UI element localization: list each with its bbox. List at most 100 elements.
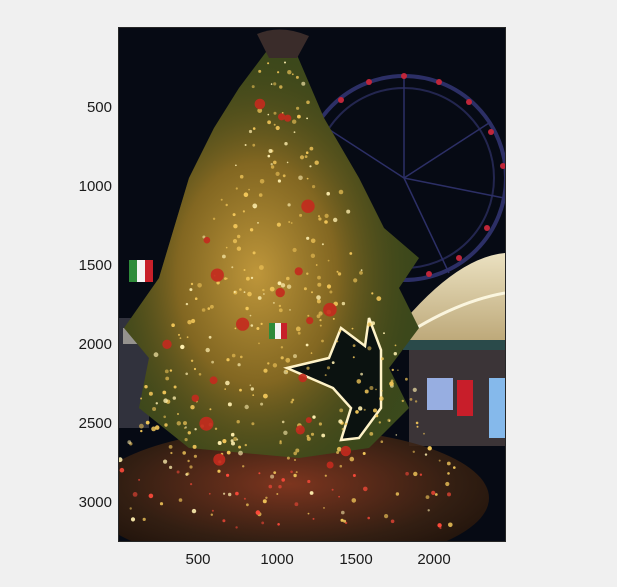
light-dot (369, 432, 374, 436)
light-dot (247, 291, 252, 297)
light-dot (267, 113, 270, 116)
light-dot (257, 296, 262, 300)
light-dot (152, 407, 157, 411)
ornament-ball (305, 417, 312, 424)
light-dot (259, 179, 265, 184)
light-dot (281, 478, 285, 482)
light-dot (233, 291, 236, 293)
light-dot (258, 472, 261, 475)
light-dot (378, 421, 381, 424)
light-dot (306, 177, 309, 180)
light-dot (338, 419, 343, 424)
light-dot (305, 343, 309, 347)
light-dot (198, 373, 202, 376)
light-dot (291, 398, 295, 402)
light-dot (405, 471, 409, 476)
light-dot (153, 352, 159, 358)
light-dot (230, 432, 235, 437)
light-dot (163, 415, 166, 419)
light-dot (248, 188, 251, 191)
light-dot (226, 358, 230, 362)
light-dot (222, 439, 227, 444)
light-dot (268, 149, 273, 153)
light-dot (238, 445, 242, 449)
ornament-ball (236, 317, 250, 331)
light-dot (352, 344, 356, 347)
light-dot (260, 322, 263, 325)
light-dot (307, 512, 310, 515)
light-dot (258, 69, 262, 73)
light-dot (304, 155, 308, 158)
x-tick-label: 1000 (260, 551, 294, 568)
light-dot (119, 467, 125, 473)
light-dot (321, 339, 324, 343)
light-dot (351, 498, 357, 503)
light-dot (258, 342, 260, 345)
light-dot (414, 400, 418, 403)
light-dot (191, 508, 197, 514)
ornament-ball (191, 394, 199, 402)
light-dot (305, 151, 309, 154)
light-dot (277, 523, 280, 526)
light-dot (270, 165, 275, 169)
light-dot (263, 293, 265, 295)
light-dot (390, 519, 395, 524)
light-dot (286, 161, 289, 164)
light-dot (333, 217, 338, 223)
light-dot (331, 361, 335, 364)
light-dot (194, 297, 198, 301)
light-dot (326, 284, 332, 289)
light-dot (178, 333, 180, 336)
light-dot (301, 81, 306, 86)
light-dot (179, 337, 182, 339)
light-dot (384, 514, 389, 519)
light-dot (341, 510, 345, 515)
light-dot (290, 400, 294, 404)
light-dot (252, 203, 258, 209)
light-dot (265, 496, 268, 499)
light-dot (272, 363, 278, 368)
light-dot (145, 420, 150, 425)
light-dot (190, 282, 194, 286)
light-dot (246, 503, 249, 507)
light-dot (278, 485, 282, 489)
light-dot (269, 286, 275, 292)
light-dot (208, 492, 211, 495)
light-dot (171, 323, 175, 328)
light-dot (306, 117, 308, 120)
light-dot (226, 473, 230, 477)
light-dot (295, 75, 299, 79)
shop-window (427, 378, 453, 410)
light-dot (159, 502, 164, 506)
light-dot (270, 83, 273, 85)
light-dot (299, 155, 305, 160)
light-dot (419, 473, 423, 476)
light-dot (275, 171, 280, 176)
light-dot (222, 519, 226, 523)
light-dot (319, 324, 322, 327)
light-dot (293, 473, 297, 478)
light-dot (371, 292, 374, 295)
light-dot (210, 513, 213, 516)
light-dot (258, 193, 263, 197)
ornament-ball (199, 416, 214, 431)
light-dot (251, 422, 255, 426)
light-dot (220, 198, 223, 201)
light-dot (412, 387, 417, 392)
light-dot (360, 408, 363, 411)
light-dot (239, 388, 242, 392)
light-dot (176, 421, 181, 426)
light-dot (239, 174, 244, 179)
ornament-ball (209, 376, 218, 385)
light-dot (272, 301, 275, 304)
light-dot (309, 146, 314, 151)
light-dot (332, 317, 335, 320)
light-dot (344, 422, 348, 426)
light-dot (184, 438, 188, 442)
light-dot (250, 387, 254, 391)
light-dot (138, 478, 141, 481)
light-dot (280, 356, 284, 360)
flag-left (129, 260, 153, 282)
light-dot (246, 276, 250, 281)
y-tick-label: 1000 (78, 178, 112, 195)
